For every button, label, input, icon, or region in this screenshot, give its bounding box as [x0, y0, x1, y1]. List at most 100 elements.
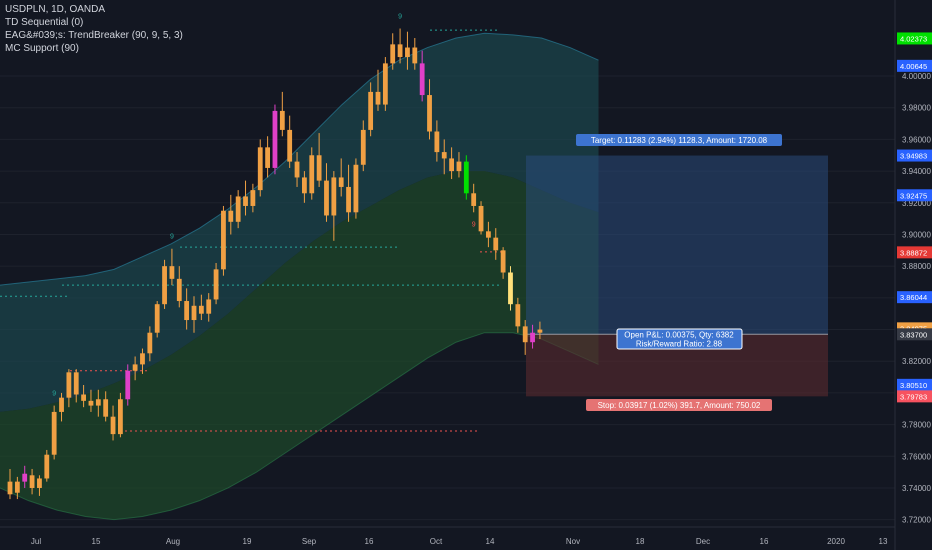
candle-body [103, 399, 109, 417]
time-tick-label: Aug [166, 537, 180, 546]
price-badge-text: 3.80510 [900, 381, 927, 390]
candle [95, 389, 101, 417]
time-tick-label: 2020 [827, 537, 845, 546]
candle [530, 324, 535, 349]
rr-label-text: Risk/Reward Ratio: 2.88 [636, 340, 723, 349]
time-tick-label: Jul [31, 537, 41, 546]
target-label: Target: 0.11283 (2.94%) 1128.3, Amount: … [576, 134, 782, 146]
candle-body [51, 411, 57, 455]
candle-body [37, 478, 42, 488]
candle-body [449, 158, 454, 172]
candle [353, 158, 359, 219]
price-badge-text: 3.86044 [900, 293, 927, 302]
candle [463, 155, 469, 200]
candle-body [154, 304, 160, 333]
time-tick-label: Nov [566, 537, 580, 546]
candle-body [493, 237, 499, 251]
candle-body [88, 400, 94, 406]
price-tick-label: 3.88000 [902, 262, 931, 271]
candle [206, 293, 212, 322]
candle [508, 266, 513, 311]
candle-body [44, 454, 50, 479]
candle-body [250, 190, 256, 206]
candle [235, 190, 241, 229]
price-badge-text: 3.88872 [900, 248, 927, 257]
candle-body [22, 473, 28, 482]
candle [51, 405, 57, 460]
price-badge-bg [897, 328, 932, 341]
candle [324, 163, 329, 222]
candle [456, 152, 462, 178]
candle [14, 476, 20, 500]
candle [522, 320, 528, 355]
candle [88, 389, 94, 412]
price-tick-label: 3.74000 [902, 484, 931, 493]
candle-body [59, 397, 64, 412]
price-badge-text: 3.92475 [900, 191, 927, 200]
candle [272, 104, 278, 175]
td-count-mark: 9 [52, 391, 56, 398]
candle [118, 392, 123, 438]
time-tick-label: Oct [430, 537, 443, 546]
candle-body [235, 196, 241, 222]
candle-body [162, 266, 167, 305]
legend-trendbreaker[interactable]: EAG&#039;s: TrendBreaker (90, 9, 5, 3) [5, 30, 183, 41]
candle [132, 356, 138, 381]
candle [382, 57, 388, 111]
candle [434, 120, 440, 162]
time-tick-label: Dec [696, 537, 710, 546]
candle-body [375, 91, 381, 105]
candle [37, 475, 42, 496]
candle-body [537, 329, 543, 333]
candle-body [140, 353, 145, 365]
lower-band-line [0, 332, 599, 521]
candle [302, 171, 307, 203]
candle-body [515, 304, 521, 327]
candle [279, 91, 285, 137]
candle [22, 465, 28, 488]
target-label-bg [576, 134, 782, 146]
candle-body [221, 210, 226, 270]
price-tick-label: 3.78000 [902, 421, 931, 430]
candle [7, 468, 13, 500]
pnl-label: Open P&L: 0.00375, Qty: 6382Risk/Reward … [616, 328, 743, 350]
candle [257, 139, 263, 197]
candle-body [287, 129, 293, 162]
legend-td-sequential[interactable]: TD Sequential (0) [5, 17, 84, 28]
price-badge-text: 4.00645 [900, 62, 927, 71]
candle [331, 171, 337, 241]
candle-body [14, 481, 20, 493]
candle-body [125, 370, 131, 400]
candle [59, 392, 64, 422]
candle-body [132, 364, 138, 371]
price-axis-badge: 3.79783 [897, 390, 932, 403]
candle [176, 266, 182, 308]
candle [140, 348, 145, 374]
time-tick-label: 14 [486, 537, 495, 546]
candle [412, 38, 418, 70]
candle-body [265, 147, 270, 168]
price-tick-label: 3.72000 [902, 516, 931, 525]
legend-mc-support[interactable]: MC Support (90) [5, 43, 79, 54]
candle-body [213, 269, 219, 300]
price-tick-label: 3.76000 [902, 452, 931, 461]
candle [287, 115, 293, 168]
candle-body [390, 44, 396, 64]
candle-body [412, 47, 418, 64]
price-badge-bg [897, 59, 932, 72]
target-label-text: Target: 0.11283 (2.94%) 1128.3, Amount: … [591, 136, 768, 145]
price-badge-text: 3.94983 [900, 152, 927, 161]
stop-label: Stop: 0.03917 (1.02%) 391.7, Amount: 750… [586, 399, 772, 411]
pnl-label-text: Open P&L: 0.00375, Qty: 6382 [624, 331, 734, 340]
candle [103, 391, 109, 422]
candle-body [110, 416, 116, 435]
candle-body [419, 63, 425, 96]
candle [493, 228, 499, 260]
price-tick-label: 3.94000 [902, 167, 931, 176]
price-badge-bg [897, 189, 932, 202]
price-badge-bg [897, 246, 932, 259]
candle-body [118, 399, 123, 435]
legend-symbol[interactable]: USDPLN, 1D, OANDA [5, 4, 106, 15]
candle [441, 139, 447, 175]
